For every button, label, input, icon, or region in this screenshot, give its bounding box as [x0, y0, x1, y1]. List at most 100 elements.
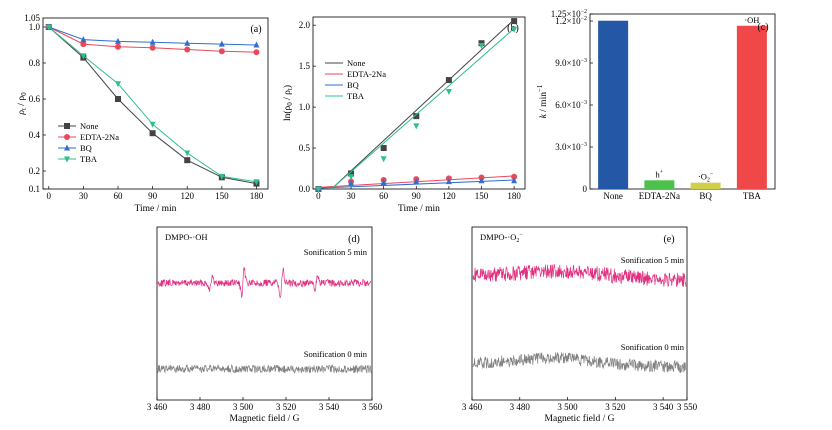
- x-axis-label: Magnetic field / G: [230, 413, 300, 424]
- spectrum-title: DMPO-·O2−: [480, 232, 523, 244]
- y-tick-label: 1.0: [29, 22, 41, 32]
- legend-label: BQ: [80, 143, 92, 153]
- x-tick-label: TBA: [743, 191, 762, 201]
- panel-a: 0 30 60 90 120 150 180 0.1 0.2 0.4 0.6 0.8 1.01.05 Ti…: [17, 13, 269, 214]
- data-point-EDTA-2Na: [115, 43, 121, 50]
- bar-label: ·OH: [744, 15, 759, 25]
- data-point-BQ: [380, 178, 387, 185]
- x-axis-label: Time / min: [135, 204, 177, 214]
- data-point-BQ: [413, 178, 420, 185]
- x-tick-label: 60: [379, 191, 389, 201]
- bar-BQ: [690, 182, 721, 189]
- data-point-TBA: [348, 174, 355, 181]
- data-point-BQ: [149, 38, 156, 45]
- data-point-BQ: [253, 41, 260, 48]
- panel-label: (d): [348, 234, 360, 245]
- x-tick-label: 0: [47, 191, 52, 201]
- y-tick-label: 0.1: [29, 184, 40, 194]
- x-tick-label: 90: [412, 191, 422, 201]
- x-tick-label: 3 550: [677, 402, 698, 412]
- series-label: Sonification 5 min: [621, 255, 685, 265]
- data-point-BQ: [80, 36, 87, 43]
- data-point-EDTA-2Na: [253, 49, 260, 56]
- data-point-TBA: [315, 186, 322, 193]
- legend-marker: [64, 134, 70, 140]
- legend-marker: [64, 123, 70, 129]
- data-point-TBA: [253, 179, 260, 186]
- y-axis-label: k / min−1: [536, 84, 549, 118]
- legend-label: None: [80, 121, 99, 131]
- data-point-BQ: [445, 178, 452, 185]
- x-tick-label: 150: [215, 191, 229, 201]
- series-label: Sonification 0 min: [621, 342, 685, 352]
- y-tick-label: 0.5: [299, 143, 311, 153]
- x-tick-label: 150: [475, 191, 489, 201]
- data-point-None: [413, 113, 420, 120]
- x-tick-label: 3 500: [557, 402, 578, 412]
- x-tick-label: 30: [347, 191, 357, 201]
- x-tick-label: 90: [148, 191, 158, 201]
- y-tick-label: 0.4: [29, 130, 41, 140]
- data-point-TBA: [380, 156, 387, 163]
- y-tick-label: 0.0: [299, 184, 311, 194]
- panel-d: 3 460 3 480 3 500 3 520 3 540 3 560 Magnetic f…: [147, 226, 383, 424]
- x-tick-label: 60: [114, 191, 124, 201]
- y-tick-label: 9.0×10−3: [555, 58, 587, 68]
- legend-label: TBA: [80, 154, 98, 164]
- legend-label: EDTA-2Na: [80, 132, 119, 142]
- bar-EDTA-2Na: [644, 180, 675, 189]
- x-tick-label: 3 520: [276, 402, 297, 412]
- data-point-None: [184, 157, 191, 164]
- x-tick-label: 120: [180, 191, 194, 201]
- x-tick-label: BQ: [699, 191, 712, 201]
- data-point-TBA: [511, 26, 518, 33]
- data-point-None: [149, 130, 156, 137]
- x-tick-label: 120: [442, 191, 456, 201]
- x-tick-label: 30: [79, 191, 89, 201]
- data-point-TBA: [478, 43, 485, 50]
- panel-b: 0 30 60 90 120 150 180 0.0 0.5 1.0 1.5 2.0 Time / mi…: [282, 16, 526, 214]
- series-label: Sonification 0 min: [304, 349, 368, 359]
- data-point-None: [511, 18, 518, 25]
- data-point-BQ: [218, 40, 225, 47]
- plot-frame: [42, 17, 269, 190]
- bar-TBA: [736, 25, 767, 190]
- data-point-TBA: [218, 173, 225, 180]
- data-point-EDTA-2Na: [149, 44, 156, 51]
- fit-line-TBA: [331, 28, 515, 190]
- data-point-BQ: [348, 179, 355, 186]
- spectrum-5min: [472, 263, 687, 288]
- y-tick-label: 1.2×10−2: [555, 16, 587, 26]
- bar-label: ·O2−: [698, 172, 714, 184]
- x-tick-label: 3 480: [190, 402, 211, 412]
- data-point-EDTA-2Na: [511, 173, 518, 180]
- series-label: Sonification 5 min: [304, 247, 368, 257]
- data-point-TBA: [184, 150, 191, 157]
- legend-label: BQ: [347, 80, 359, 90]
- panel-label: (a): [250, 24, 261, 35]
- data-point-EDTA-2Na: [184, 46, 191, 53]
- y-tick-label: 1.25×10−2: [551, 9, 587, 19]
- y-axis-label: ln(ρ0 / ρt): [282, 85, 294, 121]
- data-point-BQ: [511, 177, 518, 184]
- y-tick-label: 0: [583, 184, 588, 194]
- data-point-None: [115, 96, 121, 102]
- y-tick-label: 0.8: [29, 58, 41, 68]
- data-point-None: [348, 170, 355, 177]
- data-point-TBA: [45, 24, 52, 31]
- plot-frame: [471, 226, 688, 401]
- data-point-TBA: [80, 53, 87, 60]
- y-tick-label: 1.05: [24, 13, 40, 23]
- y-axis-label: ρt / ρ0: [17, 92, 28, 116]
- spectrum-0min: [472, 352, 687, 373]
- bar-None: [598, 20, 629, 189]
- data-point-BQ: [115, 37, 121, 44]
- y-tick-label: 0.6: [29, 94, 41, 104]
- x-tick-label: 3 460: [462, 402, 483, 412]
- panel-c: 0 3.0×10−3 6.0×10−3 9.0×10−3 1.2×10−21.25×10…: [536, 9, 776, 201]
- fit-line-None: [331, 19, 515, 190]
- data-point-BQ: [478, 177, 485, 184]
- x-tick-label: 3 560: [362, 402, 383, 412]
- x-axis-label: Magnetic field / G: [545, 413, 615, 424]
- legend-label: EDTA-2Na: [347, 69, 386, 79]
